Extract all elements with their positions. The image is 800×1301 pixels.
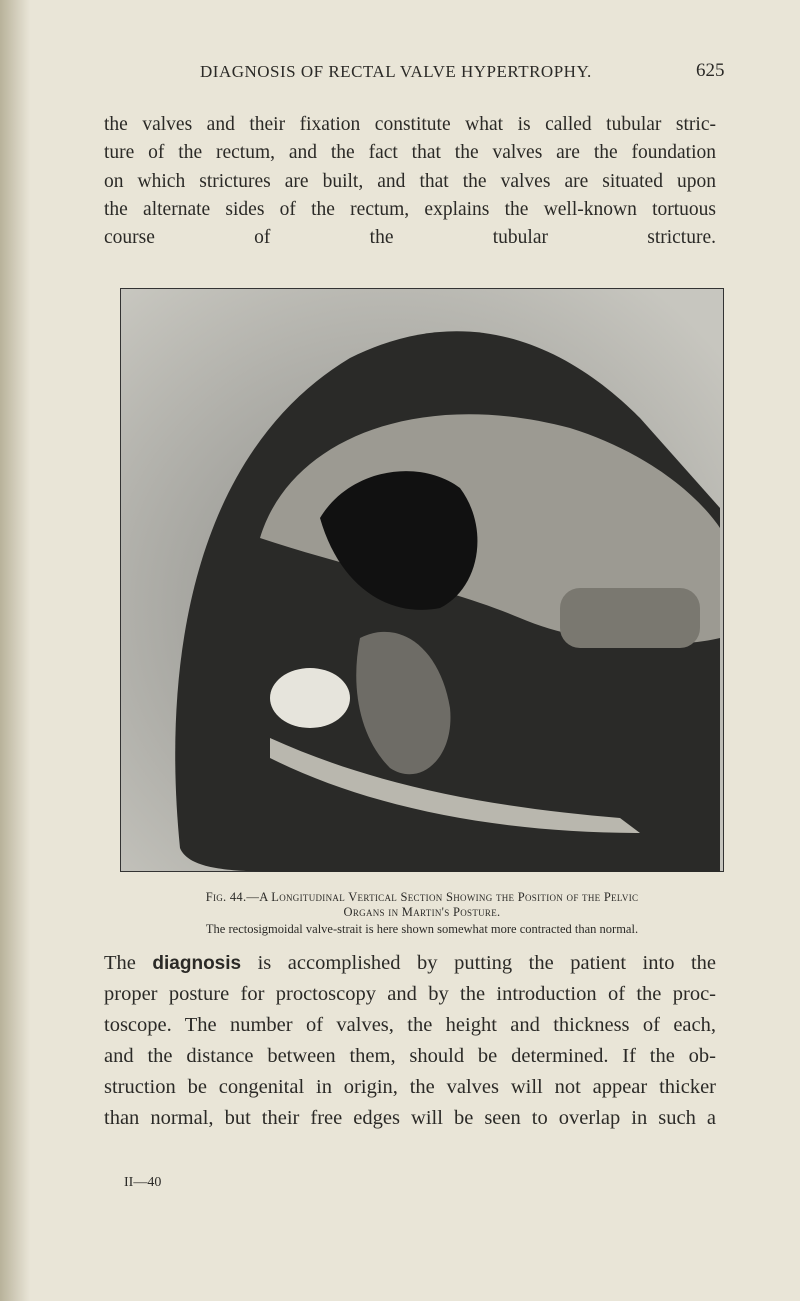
text-segment: The: [104, 952, 153, 974]
caption: Fig. 44.—A Longitudinal Vertical Section…: [205, 890, 639, 904]
text-line: than normal, but their free edges will b…: [104, 1107, 716, 1130]
bladder: [270, 668, 350, 728]
text-line: and the distance between them, should be…: [104, 1045, 716, 1068]
text-line: proper posture for proctoscopy and by th…: [104, 983, 716, 1006]
text-line: ture of the rectum, and the fact that th…: [104, 142, 716, 164]
text-segment: struction be congenital in origin, the v…: [104, 1076, 716, 1098]
text-line: course of the tubular stricture.: [104, 227, 716, 249]
page-number: 625: [696, 60, 725, 81]
signature-mark: II—40: [124, 1175, 162, 1190]
text-line: the valves and their fixation constitute…: [104, 114, 716, 135]
sacrum: [260, 414, 720, 644]
text-line: on which strictures are built, and that …: [104, 170, 716, 192]
illustration: [120, 288, 724, 872]
text-line: the alternate sides of the rectum, expla…: [104, 198, 716, 220]
text-line: The diagnosis is accomplished by putting…: [104, 952, 716, 975]
rectum: [270, 738, 640, 833]
uterus: [356, 631, 451, 775]
cavity: [320, 471, 478, 610]
binding-shadow: [0, 0, 30, 1301]
text-segment: and the distance between them, should be…: [104, 1045, 716, 1067]
running-head: DIAGNOSIS OF RECTAL VALVE HYPERTROPHY.: [200, 62, 592, 81]
text-segment: proper posture for proctoscopy and by th…: [104, 983, 716, 1005]
emphasis: diagnosis: [152, 953, 242, 974]
text-line: struction be congenital in origin, the v…: [104, 1076, 716, 1099]
caption: Organs in Martin's Posture.: [343, 905, 501, 919]
text-line: toscope. The number of valves, the heigh…: [104, 1014, 716, 1037]
caption-note: The rectosigmoidal valve-strait is here …: [205, 922, 639, 936]
text-segment: is accomplished by putting the patient i…: [241, 952, 717, 974]
text-segment: toscope. The number of valves, the heigh…: [104, 1014, 716, 1036]
vertebra: [560, 588, 700, 648]
text-segment: than normal, but their free edges will b…: [104, 1107, 716, 1129]
